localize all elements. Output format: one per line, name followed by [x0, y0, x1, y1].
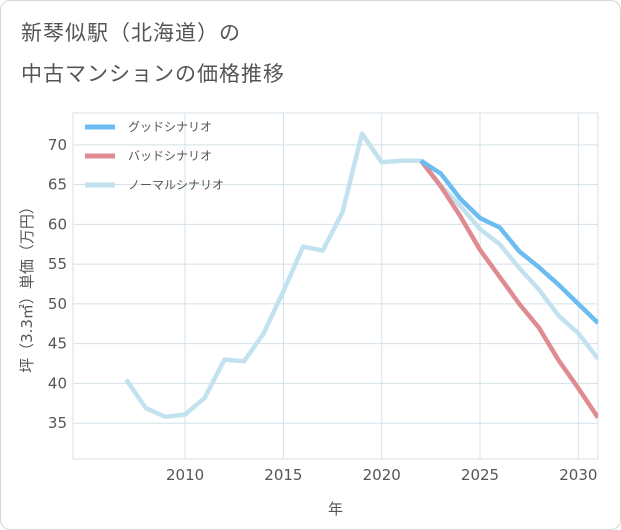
legend-label-good: グッドシナリオ [128, 120, 212, 134]
x-tick-label: 2020 [363, 466, 401, 484]
x-tick-label: 2030 [559, 466, 597, 484]
y-tick-label: 65 [48, 176, 67, 194]
tick-layer: 35 40 45 50 55 60 65 70 2010 2015 2020 2025 2030 [48, 136, 598, 484]
y-tick-label: 50 [48, 295, 67, 313]
y-tick-label: 45 [48, 335, 67, 353]
series-layer [124, 131, 598, 420]
y-tick-label: 70 [48, 136, 67, 154]
x-tick-label: 2015 [264, 466, 302, 484]
series-line-normal [124, 131, 598, 420]
y-axis-label: 坪（3.3㎡）単価（万円） [18, 199, 36, 373]
series-line-good [419, 158, 598, 325]
y-tick-label: 60 [48, 215, 67, 233]
y-tick-label: 35 [48, 414, 67, 432]
series-line-bad [419, 159, 598, 419]
chart-title-line-2: 中古マンションの価格推移 [21, 62, 285, 86]
y-tick-label: 55 [48, 255, 67, 273]
x-tick-label: 2010 [166, 466, 204, 484]
x-axis-label: 年 [328, 500, 343, 518]
grid-layer [72, 112, 599, 460]
y-tick-label: 40 [48, 374, 67, 392]
x-tick-label: 2025 [461, 466, 499, 484]
legend-label-normal: ノーマルシナリオ [128, 178, 224, 192]
plot-area-border [72, 112, 599, 460]
chart-title-line-1: 新琴似駅（北海道）の [21, 21, 241, 45]
legend-label-bad: バッドシナリオ [128, 149, 212, 163]
